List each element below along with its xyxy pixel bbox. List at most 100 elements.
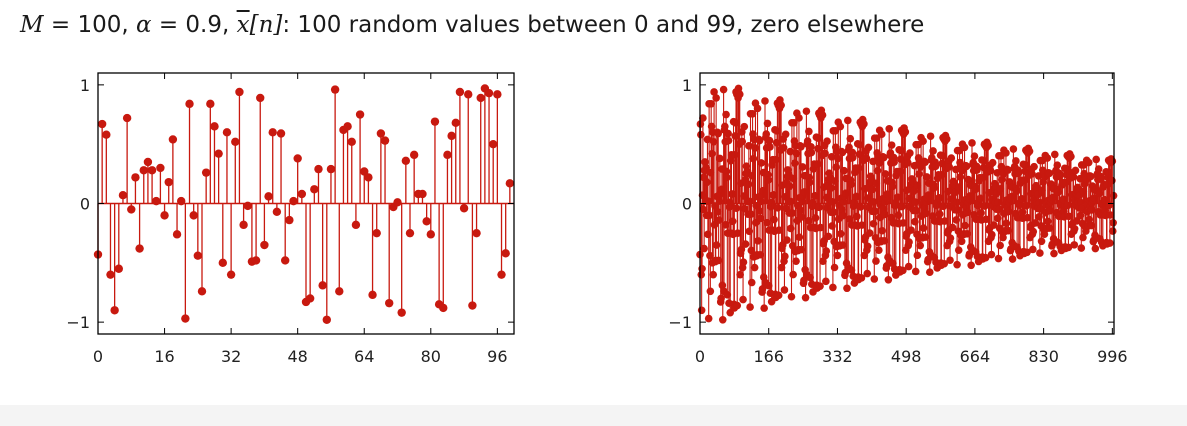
stem-marker [699, 205, 708, 214]
stem-marker [455, 87, 465, 97]
stem-marker [996, 241, 1004, 250]
title-M: M [20, 12, 44, 38]
stem-marker [484, 88, 494, 98]
stem-marker [118, 190, 128, 200]
stem-marker [706, 287, 715, 296]
stem-marker [887, 141, 896, 149]
title-alpha-rest: = 0.9, [151, 12, 237, 38]
stem-marker [774, 203, 782, 212]
stem-marker [347, 137, 356, 147]
stem-marker [239, 220, 248, 230]
stem-marker [106, 270, 115, 279]
stem-marker [1072, 217, 1081, 225]
stem-marker [430, 117, 440, 126]
stem-marker [1050, 249, 1058, 258]
stem-marker [748, 110, 757, 118]
stem-marker [798, 213, 806, 221]
stem-marker [816, 223, 825, 232]
stem-marker [805, 127, 813, 136]
stem-marker [489, 139, 498, 149]
y-tick-label: −1 [668, 313, 692, 332]
x-tick-label: 64 [354, 347, 374, 366]
stem-marker [976, 194, 985, 203]
title-M-rest: = 100, [43, 12, 136, 38]
stem-marker [127, 205, 136, 214]
stem-marker [256, 93, 265, 103]
stem-marker [824, 232, 833, 241]
stem-marker [954, 246, 963, 254]
stem-marker [719, 85, 728, 94]
stem-marker [805, 178, 814, 187]
stem-marker [877, 130, 886, 139]
stem-marker [1045, 169, 1054, 178]
stem-marker [702, 164, 711, 172]
stem-marker [318, 281, 327, 290]
x-tick-label: 664 [960, 347, 991, 366]
stem-marker [804, 216, 813, 225]
stem-marker [131, 173, 140, 182]
stem-marker [878, 226, 886, 235]
stem-marker [986, 166, 995, 175]
stem-marker [704, 197, 713, 205]
stem-marker [397, 308, 406, 317]
stem-marker [268, 128, 277, 137]
stem-marker [777, 263, 786, 272]
stem-marker [757, 159, 766, 167]
stem-marker [860, 120, 868, 128]
stem-marker [848, 153, 857, 162]
stem-marker [960, 143, 969, 152]
stem-marker [753, 104, 762, 113]
stem-marker [939, 202, 948, 211]
stem-marker [355, 110, 365, 119]
stem-marker [1012, 157, 1020, 165]
stem-marker [714, 129, 723, 138]
stem-marker [1031, 219, 1040, 227]
stem-marker [439, 303, 448, 313]
x-tick-label: 498 [891, 347, 922, 366]
stem-marker [1008, 255, 1017, 263]
stem-marker [707, 100, 715, 108]
stem-marker [739, 258, 748, 267]
stem-marker [152, 196, 161, 206]
stem-marker [393, 198, 402, 207]
stem-marker [994, 254, 1003, 263]
y-tick-label: −1 [66, 313, 90, 332]
stem-marker [728, 190, 737, 198]
stem-marker [426, 230, 435, 239]
stem-marker [114, 264, 124, 273]
stem-marker [231, 137, 240, 147]
x-tick-label: 48 [288, 347, 308, 366]
stem-marker [930, 184, 938, 192]
stem-marker [710, 88, 718, 96]
stem-marker [894, 193, 902, 202]
stem-marker [401, 156, 411, 165]
stem-marker [1012, 187, 1021, 195]
stem-marker [968, 139, 976, 147]
stem-marker [858, 221, 866, 229]
stem-marker [829, 283, 837, 292]
stem-marker [881, 170, 890, 178]
stem-marker [736, 270, 744, 279]
stem-marker [760, 304, 768, 312]
stem-marker [715, 216, 723, 224]
stem-marker [501, 249, 510, 258]
stem-marker [971, 185, 980, 194]
stem-marker [385, 298, 394, 308]
stem-marker [102, 130, 111, 139]
stem-marker [791, 159, 799, 167]
stem-marker [790, 118, 798, 127]
stem-marker [214, 149, 223, 158]
stem-marker [722, 110, 730, 119]
stem-marker [931, 162, 940, 171]
stem-marker [451, 118, 460, 128]
stem-marker [1091, 244, 1100, 253]
stem-marker [802, 107, 811, 116]
stem-marker [838, 148, 847, 157]
stem-marker [863, 242, 872, 251]
stem-marker [862, 154, 871, 163]
stem-marker [718, 315, 727, 324]
stem-marker [754, 237, 762, 245]
stem-marker [811, 192, 819, 200]
stem-marker [314, 164, 323, 174]
